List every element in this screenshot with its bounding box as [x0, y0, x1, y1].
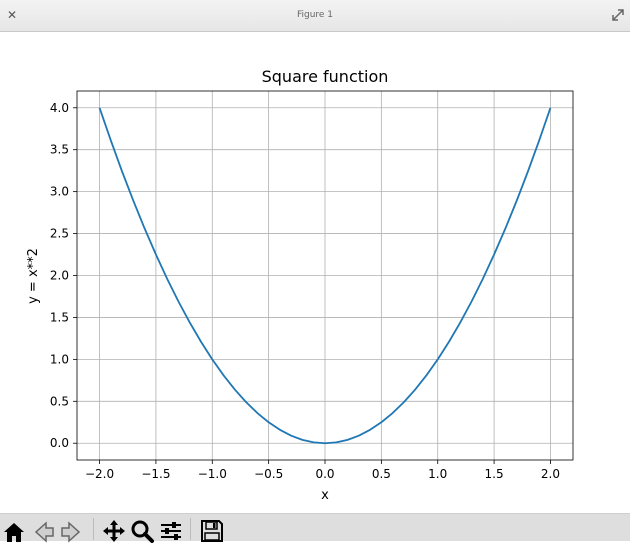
window-titlebar: ✕ Figure 1	[0, 0, 630, 32]
series-layer	[98, 107, 552, 445]
y-tick-label: 3.0	[50, 185, 69, 199]
forward-button[interactable]	[59, 518, 85, 544]
x-tick-label: 0.0	[315, 467, 334, 481]
configure-subplots-icon	[161, 522, 181, 540]
toolbar-separator	[190, 518, 191, 540]
save-icon	[201, 520, 223, 542]
y-tick-label: 0.5	[50, 394, 69, 408]
series-line	[98, 107, 552, 445]
x-tick-label: −1.5	[141, 467, 170, 481]
zoom-button[interactable]	[129, 518, 155, 544]
chart-title: Square function	[262, 67, 389, 86]
y-tick-label: 3.5	[50, 143, 69, 157]
navigation-toolbar	[0, 513, 630, 544]
x-tick-label: 0.5	[372, 467, 391, 481]
y-axis-label: y = x**2	[26, 248, 41, 304]
x-tick-label: 2.0	[541, 467, 560, 481]
back-icon	[34, 521, 54, 543]
zoom-icon	[131, 520, 154, 543]
figure-canvas[interactable]: −2.0 −1.5 −1.0 −0.5 0.0 0.5 1.0 1.5 2.0 0.0 0.5 1.…	[0, 33, 630, 513]
y-tick-label: 2.5	[50, 227, 69, 241]
close-icon: ✕	[6, 8, 18, 22]
y-tick-label: 1.5	[50, 310, 69, 324]
y-tick-label: 1.0	[50, 352, 69, 366]
x-tick-label: −0.5	[254, 467, 283, 481]
x-axis: −2.0 −1.5 −1.0 −0.5 0.0 0.5 1.0 1.5 2.0	[85, 460, 560, 481]
x-tick-label: 1.0	[428, 467, 447, 481]
pan-icon	[103, 520, 125, 542]
forward-icon	[61, 521, 81, 543]
window-title: Figure 1	[296, 10, 334, 20]
y-tick-label: 0.0	[50, 436, 69, 450]
pan-button[interactable]	[101, 518, 127, 544]
close-button[interactable]: ✕	[5, 8, 19, 22]
save-button[interactable]	[199, 518, 225, 544]
toolbar-separator	[93, 518, 94, 540]
x-tick-label: −2.0	[85, 467, 114, 481]
maximize-icon	[612, 9, 624, 21]
y-tick-label: 4.0	[50, 101, 69, 115]
y-tick-label: 2.0	[50, 269, 69, 283]
back-button[interactable]	[30, 518, 56, 544]
home-button[interactable]	[1, 518, 27, 544]
line-chart: −2.0 −1.5 −1.0 −0.5 0.0 0.5 1.0 1.5 2.0 0.0 0.5 1.…	[26, 67, 574, 503]
maximize-button[interactable]	[610, 7, 626, 23]
x-axis-label: x	[321, 488, 329, 503]
y-axis: 0.0 0.5 1.0 1.5 2.0 2.5 3.0 3.5 4.0	[50, 101, 77, 450]
home-icon	[4, 523, 24, 542]
configure-subplots-button[interactable]	[158, 518, 184, 544]
x-tick-label: 1.5	[485, 467, 504, 481]
x-tick-label: −1.0	[198, 467, 227, 481]
